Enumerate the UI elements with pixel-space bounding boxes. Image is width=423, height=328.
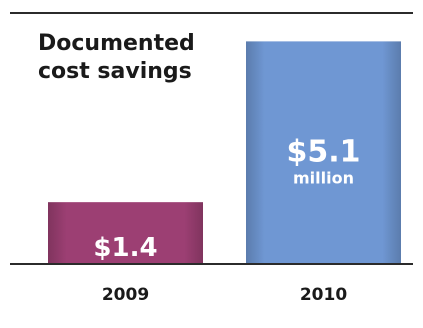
x-tick-label-2010: 2010: [300, 285, 347, 305]
bar-value-label-2009: $1.4: [93, 233, 157, 263]
bar-value-label-2010: $5.1: [286, 134, 360, 169]
bar-2009: [48, 202, 203, 263]
bar-2010: [246, 41, 401, 263]
chart-title: Documented cost savings: [38, 30, 208, 86]
chart-title-line-2: cost savings: [38, 59, 192, 84]
chart-title-line-1: Documented: [38, 31, 195, 56]
top-rule: [10, 12, 413, 14]
bar-unit-label-2009: million: [95, 261, 156, 280]
bar-unit-label-2010: million: [293, 168, 354, 187]
x-tick-label-2009: 2009: [102, 285, 149, 305]
